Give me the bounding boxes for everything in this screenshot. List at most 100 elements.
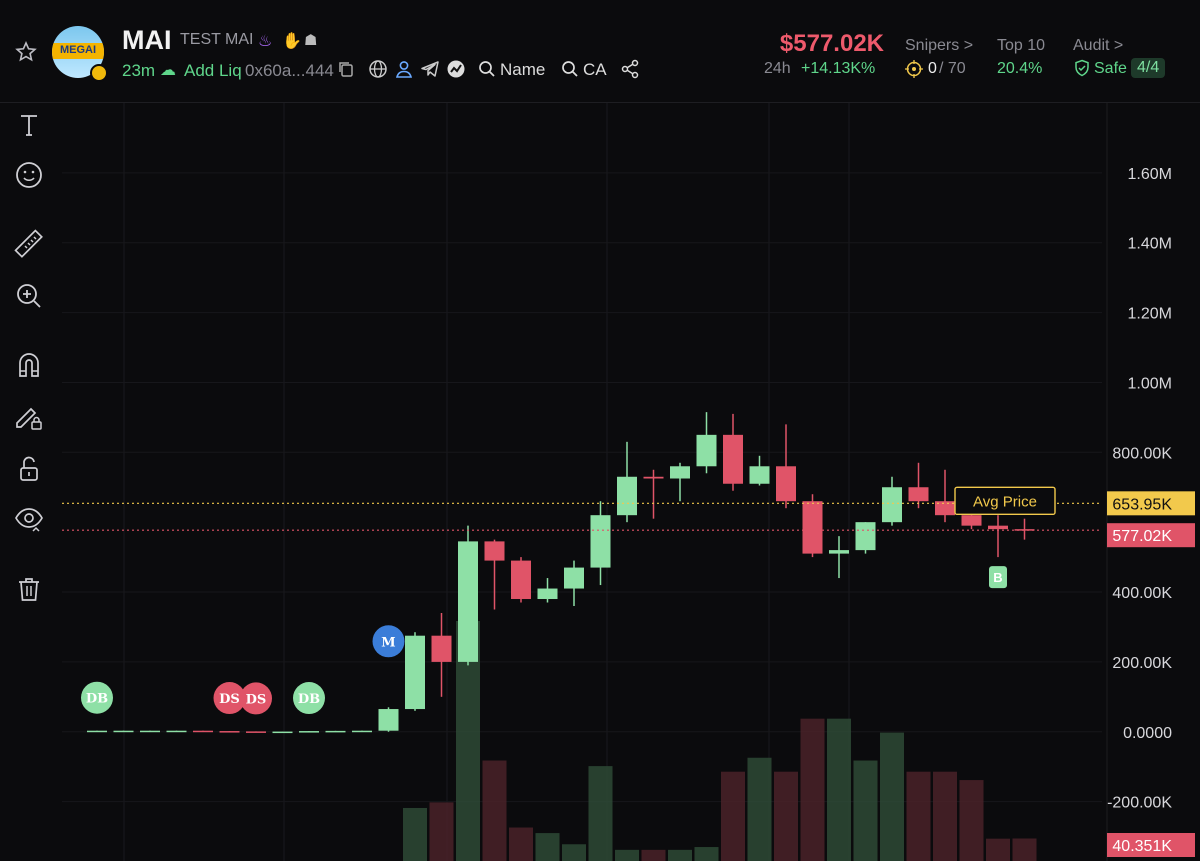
ruler-icon[interactable] [9,224,49,264]
hand-icon: ✋ [282,33,302,50]
text-tool-icon[interactable] [9,105,49,145]
candle-body [378,709,399,731]
change-label: 24h [764,60,791,77]
telegram-icon[interactable] [420,59,440,79]
volume-bar [880,732,904,861]
copy-icon[interactable] [337,60,355,78]
y-tick-label: 400.00K [1112,585,1172,602]
chart-grid [62,103,1108,861]
trade-markers: DB DS DS DB M B [81,566,1007,715]
candle-body [325,730,346,733]
volume-tag: 40.351K [1107,833,1195,857]
candle-body [776,466,796,502]
token-logo: MEGAI [52,26,104,78]
marker-label: DS [219,692,240,707]
token-logo-text: MEGAI [59,44,97,56]
marker-circle [213,682,246,715]
y-tick-label: -200.00K [1107,795,1172,812]
marker-circle [240,682,272,715]
top10-value: 20.4% [997,60,1043,77]
audit-value: Safe [1094,60,1127,77]
candle-body [484,541,505,561]
last-price-tag: 577.02K [1107,523,1195,548]
marker-label: M [381,635,395,650]
candle-body [193,730,213,733]
volume-bar [562,844,586,861]
chart-app-icon[interactable] [446,59,466,79]
y-tick-label: 0.0000 [1123,725,1172,742]
reference-lines: Avg Price [62,486,1102,531]
candle-body [458,541,478,662]
lock-pencil-icon[interactable] [9,397,49,437]
candle-body [537,588,558,600]
marker-circle [372,625,405,658]
volume-bar [774,771,798,861]
snipers-value: 0 [928,60,937,77]
avg-price-label: Avg Price [954,486,1056,516]
candle-body [961,515,982,526]
y-tick-label: 1.60M [1128,166,1172,183]
volume-tag-text: 40.351K [1112,838,1172,855]
volume-bar [986,838,1010,861]
volume-bar [509,827,533,861]
drawing-toolbar [0,103,62,861]
candle-body [723,434,743,484]
website-globe-icon[interactable] [368,59,388,79]
share-icon[interactable] [620,59,640,79]
candlesticks [87,412,1035,734]
price-change: +14.13K% [801,60,876,77]
audit-label[interactable]: Audit > [1073,37,1124,54]
candle-body [87,730,107,733]
volume-bar [535,833,560,861]
token-age: 23m [122,61,156,80]
search-name-icon[interactable] [478,60,496,78]
token-name: TEST MAI [180,31,254,48]
volume-bar [694,847,719,861]
price-chart[interactable]: Avg Price DB DS DS DB M B 1.60M 1.40M 1.20M 1.00… [62,103,1200,861]
search-ca-icon[interactable] [561,60,579,78]
avg-price-tag-bg [1107,491,1195,516]
candle-body [908,487,929,502]
candle-body [431,635,452,662]
y-tick-label: 1.40M [1128,236,1172,253]
y-tick-label: 1.20M [1128,306,1172,323]
y-tick-label: 1.00M [1128,375,1172,392]
candle-body [166,730,187,733]
contract-address: 0x60a...444 [245,61,334,80]
marker-label: DB [298,692,320,707]
candle-body [1014,529,1035,531]
search-name-label[interactable]: Name [500,60,546,79]
eye-icon[interactable] [9,499,49,539]
buy-marker-label: B [993,570,1002,585]
volume-bar [721,771,745,861]
trash-icon[interactable] [9,569,49,609]
trade-marker: DB [293,682,325,715]
volume-bar [668,849,692,861]
zoom-in-icon[interactable] [9,276,49,316]
candle-body [219,731,240,733]
candle-body [246,731,266,733]
y-tick-label: 200.00K [1112,655,1172,672]
magnet-icon[interactable] [9,345,49,385]
candle-body [988,525,1008,530]
candle-body [299,731,319,733]
snipers-label[interactable]: Snipers > [905,37,974,54]
volume-bar [615,849,639,861]
candle-body [670,466,690,479]
favorite-star-icon[interactable] [14,40,38,64]
candle-body [829,550,849,554]
chain-badge-icon [90,64,108,82]
trade-marker: DS [240,682,272,715]
volume-bar [482,760,507,861]
search-ca-label[interactable]: CA [583,60,607,79]
volume-bar [641,849,666,861]
marker-label: DS [246,692,267,707]
emoji-tool-icon[interactable] [9,155,49,195]
current-price: $577.02K [779,30,884,57]
volume-tag-bg [1107,833,1195,857]
volume-bar [588,766,613,861]
volume-bar [429,802,454,861]
unlock-icon[interactable] [9,449,49,489]
user-icon[interactable] [394,59,414,79]
add-liq-label: Add Liq [184,61,242,80]
